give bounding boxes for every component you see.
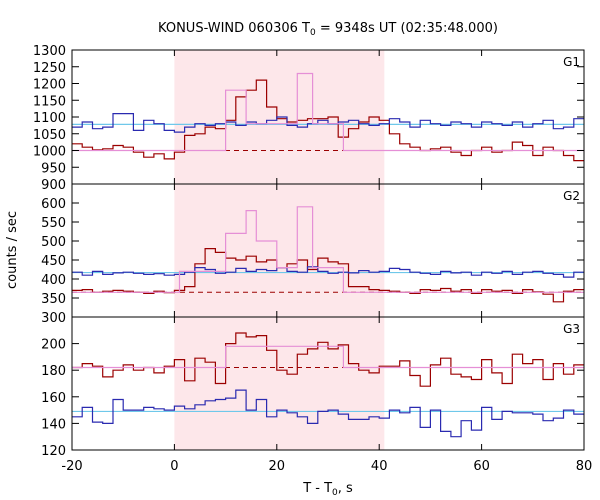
- g2-y-tick-label: 300: [41, 311, 66, 326]
- chart-panels: 9009501000105011001150120012501300G13003…: [33, 44, 592, 474]
- g3-y-tick-label: 120: [41, 444, 66, 459]
- g3-y-tick-label: 140: [41, 417, 66, 432]
- g1-y-tick-label: 1200: [33, 78, 66, 93]
- g1-y-tick-label: 1050: [33, 128, 66, 143]
- g1-pink-series-line: [72, 72, 584, 152]
- x-tick-label: 20: [269, 459, 286, 474]
- g1-y-tick-label: 1000: [33, 145, 66, 160]
- g1-y-tick-label: 1250: [33, 61, 66, 76]
- x-axis-label: T - T0, s: [302, 481, 353, 498]
- g3-pink-series-line: [72, 345, 584, 369]
- g1-y-tick-label: 900: [41, 178, 66, 193]
- chart-title: KONUS-WIND 060306 T0 = 9348s UT (02:35:4…: [158, 21, 498, 38]
- g3-blue-series-line: [72, 389, 584, 438]
- x-tick-label: 60: [473, 459, 490, 474]
- y-axis-label: counts / sec: [5, 211, 20, 289]
- g2-panel-label: G2: [563, 189, 580, 203]
- x-tick-label: -20: [61, 459, 82, 474]
- g2-shaded-interval: [174, 184, 385, 317]
- g1-panel-label: G1: [563, 55, 580, 69]
- g3-y-tick-label: 180: [41, 364, 66, 379]
- g2-y-tick-label: 400: [41, 273, 66, 288]
- g2-y-tick-label: 500: [41, 235, 66, 250]
- g2-y-tick-label: 450: [41, 254, 66, 269]
- g1-red-series-line: [72, 79, 584, 162]
- g3-panel-label: G3: [563, 322, 580, 336]
- g2-blue-series-line: [72, 266, 584, 278]
- g2-y-tick-label: 350: [41, 292, 66, 307]
- x-tick-label: 40: [371, 459, 388, 474]
- g3-y-tick-label: 200: [41, 338, 66, 353]
- g3-y-tick-label: 160: [41, 391, 66, 406]
- g2-y-tick-label: 550: [41, 216, 66, 231]
- g3-panel-frame: [71, 316, 585, 451]
- x-tick-label: 0: [170, 459, 178, 474]
- g1-y-tick-label: 950: [41, 161, 66, 176]
- g2-red-series-line: [72, 248, 584, 303]
- g1-y-tick-label: 1100: [33, 111, 66, 126]
- g3-shaded-interval: [174, 317, 385, 450]
- g1-y-tick-label: 1300: [33, 44, 66, 59]
- x-tick-label: 80: [576, 459, 593, 474]
- g3-red-series-line: [72, 332, 584, 387]
- g2-pink-series-line: [72, 206, 584, 293]
- g2-y-tick-label: 600: [41, 197, 66, 212]
- g1-y-tick-label: 1150: [33, 94, 66, 109]
